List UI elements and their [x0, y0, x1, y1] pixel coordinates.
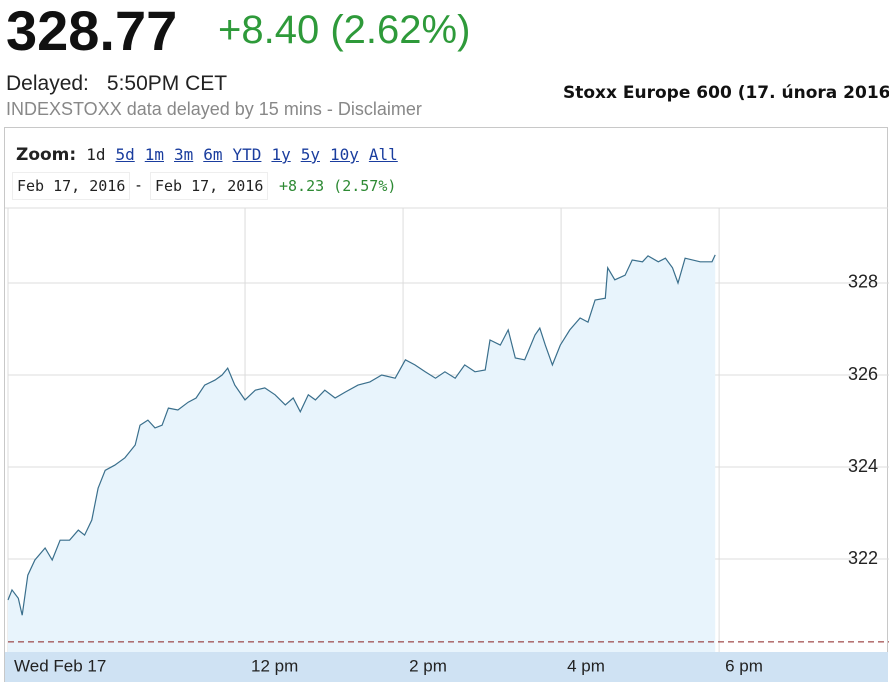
caption: Stoxx Europe 600 (17. února 2016)	[563, 83, 889, 103]
price-change: +8.40 (2.62%)	[218, 8, 471, 52]
y-tick-label: 328	[848, 272, 878, 292]
delay-info: Delayed: 5:50PM CET	[6, 72, 245, 96]
delayed-time: 5:50PM CET	[106, 72, 228, 95]
x-tick-label: 6 pm	[725, 656, 763, 675]
delayed-label: Delayed:	[6, 72, 89, 95]
x-tick-label: Wed Feb 17	[14, 656, 106, 675]
y-tick-label: 324	[848, 456, 878, 476]
zoom-option[interactable]: YTD	[232, 145, 262, 164]
date-to[interactable]: Feb 17, 2016	[150, 172, 269, 200]
zoom-option[interactable]: 10y	[329, 145, 359, 164]
disclaimer[interactable]: INDEXSTOXX data delayed by 15 mins - Dis…	[6, 99, 422, 119]
zoom-option[interactable]: 3m	[174, 145, 194, 164]
y-tick-label: 326	[848, 364, 878, 384]
date-separator: -	[136, 177, 141, 194]
range-change: +8.23 (2.57%)	[279, 177, 397, 195]
zoom-option[interactable]: 1d	[86, 145, 106, 164]
zoom-label: Zoom:	[16, 145, 77, 165]
date-from[interactable]: Feb 17, 2016	[12, 172, 131, 200]
zoom-option[interactable]: 1m	[144, 145, 164, 164]
x-tick-label: 4 pm	[567, 656, 605, 675]
zoom-option[interactable]: 5y	[300, 145, 320, 164]
area	[8, 254, 716, 652]
x-tick-label: 12 pm	[251, 656, 298, 675]
y-tick-label: 322	[848, 548, 878, 568]
zoom-option[interactable]: 6m	[203, 145, 223, 164]
x-axis-band	[5, 652, 888, 682]
line	[7, 254, 716, 616]
zoom-option[interactable]: 1y	[271, 145, 291, 164]
zoom-bar: Zoom: 1d 5d 1m 3m 6m YTD 1y 5y 10y All	[16, 145, 408, 165]
zoom-option[interactable]: 5d	[115, 145, 135, 164]
price: 328.77	[6, 0, 178, 62]
zoom-option[interactable]: All	[368, 145, 398, 164]
x-tick-label: 2 pm	[409, 656, 447, 675]
